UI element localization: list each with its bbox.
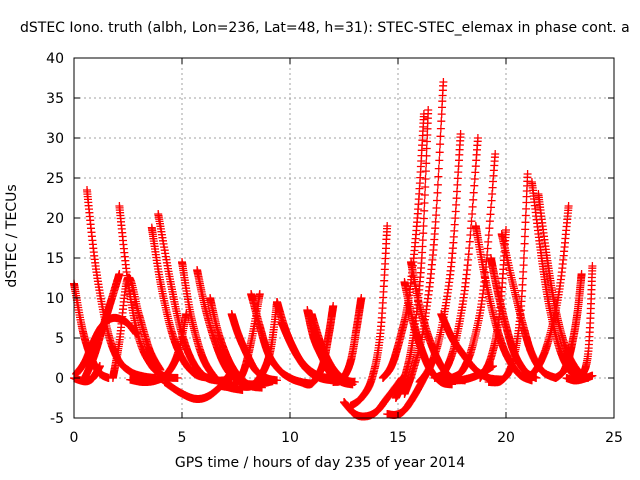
- y-tick-label: 35: [46, 91, 64, 107]
- chart-title: dSTEC Iono. truth (albh, Lon=236, Lat=48…: [20, 20, 630, 36]
- y-tick-label: -5: [50, 411, 64, 427]
- series-24: [340, 374, 407, 421]
- series-22-markers: [296, 302, 338, 389]
- series-44: [523, 202, 573, 382]
- y-axis-ticks: -5 0 5 10 15 20 25 30 35 40: [46, 51, 614, 427]
- series-4: [80, 270, 124, 382]
- series-47: [562, 371, 597, 385]
- data-markers: [70, 78, 597, 421]
- series-41: [484, 170, 532, 387]
- series-23-markers: [329, 294, 366, 386]
- series-12-markers: [160, 367, 236, 403]
- y-tick-label: 25: [46, 171, 64, 187]
- series-9: [126, 310, 191, 386]
- series-47-markers: [562, 371, 597, 385]
- x-tick-label: 25: [605, 430, 623, 446]
- x-tick-label: 10: [281, 430, 299, 446]
- series-45-markers: [551, 270, 586, 382]
- y-tick-label: 0: [55, 371, 64, 387]
- series-42: [527, 178, 586, 382]
- x-tick-label: 5: [178, 430, 187, 446]
- x-axis-label: GPS time / hours of day 235 of year 2014: [174, 455, 466, 471]
- series-24-markers: [340, 374, 407, 421]
- series-6-markers: [108, 273, 165, 382]
- x-axis-ticks: 0 5 10 15 20 25: [70, 58, 623, 446]
- series-12: [160, 367, 236, 403]
- series-17-markers: [236, 298, 281, 391]
- series-45: [551, 270, 586, 382]
- series-25-markers: [346, 222, 392, 410]
- series-9-markers: [126, 310, 191, 386]
- plot-frame: [73, 57, 615, 419]
- series-33: [430, 134, 482, 382]
- series-44-markers: [523, 202, 573, 382]
- x-tick-label: 0: [70, 430, 79, 446]
- y-tick-label: 20: [46, 211, 64, 227]
- series-42-markers: [527, 178, 586, 382]
- series-41-markers: [484, 170, 532, 387]
- series-22: [296, 302, 338, 389]
- x-tick-label: 15: [389, 430, 407, 446]
- series-17: [236, 298, 281, 391]
- y-tick-label: 5: [55, 331, 64, 347]
- series-4-markers: [80, 270, 124, 382]
- y-axis-label: dSTEC / TECUs: [4, 184, 20, 288]
- series-6: [108, 273, 165, 382]
- series-23: [329, 294, 366, 386]
- series-25: [346, 222, 392, 410]
- y-tick-label: 40: [46, 51, 64, 67]
- y-tick-label: 10: [46, 291, 64, 307]
- series-33-markers: [430, 134, 482, 382]
- y-tick-label: 30: [46, 131, 64, 147]
- y-tick-label: 15: [46, 251, 64, 267]
- x-tick-label: 20: [497, 430, 515, 446]
